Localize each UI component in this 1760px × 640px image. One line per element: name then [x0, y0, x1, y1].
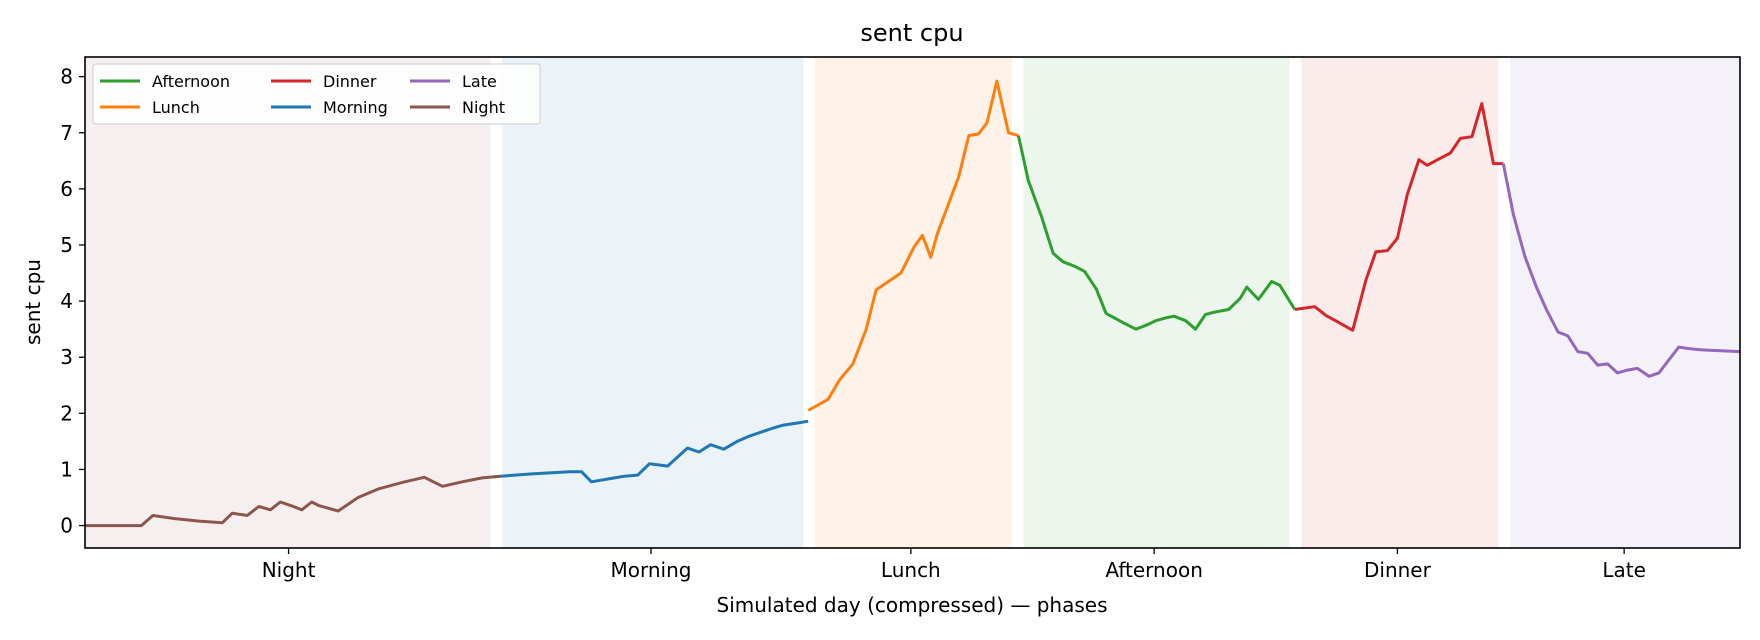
y-tick-label: 6 — [60, 177, 73, 201]
x-tick-label-afternoon: Afternoon — [1105, 558, 1203, 582]
plot-frame — [84, 56, 1741, 549]
y-axis: 0 1 2 3 4 5 6 7 8 — [60, 65, 85, 538]
legend-label-morning: Morning — [323, 98, 388, 117]
series-line-dinner — [1294, 102, 1504, 332]
phase-band-night — [85, 57, 491, 548]
x-tick-label-late: Late — [1602, 558, 1646, 582]
y-tick-label: 2 — [60, 401, 73, 425]
x-tick-label-morning: Morning — [611, 558, 692, 582]
x-axis-title: Simulated day (compressed) — phases — [717, 593, 1108, 617]
y-tick-label: 3 — [60, 345, 73, 369]
series-line-lunch — [807, 79, 1019, 412]
x-tick-label-night: Night — [262, 558, 316, 582]
series-line-morning — [500, 419, 809, 484]
legend-label-lunch: Lunch — [152, 98, 200, 117]
legend-label-dinner: Dinner — [323, 72, 377, 91]
phase-band-morning — [502, 57, 804, 548]
y-tick-label: 0 — [60, 514, 73, 538]
y-tick-label: 8 — [60, 65, 73, 89]
x-axis: Night Morning Lunch Afternoon Dinner Late — [262, 548, 1646, 582]
chart-title: sent cpu — [860, 19, 963, 47]
legend-box — [92, 63, 541, 125]
y-tick-label: 1 — [60, 457, 73, 481]
y-axis-title: sent cpu — [21, 259, 45, 345]
y-tick-label: 5 — [60, 233, 73, 257]
phase-bands — [85, 57, 1740, 548]
phase-band-afternoon — [1023, 57, 1290, 548]
series-line-night — [85, 474, 501, 528]
x-tick-label-dinner: Dinner — [1364, 558, 1432, 582]
legend: Afternoon Dinner Late Lunch Morning Night — [92, 63, 541, 125]
y-tick-label: 7 — [60, 121, 73, 145]
phase-band-lunch — [814, 57, 1012, 548]
legend-label-afternoon: Afternoon — [152, 72, 230, 91]
y-tick-label: 4 — [60, 289, 73, 313]
series-line-afternoon — [1016, 135, 1297, 331]
series-lines — [85, 79, 1741, 528]
legend-label-night: Night — [462, 98, 505, 117]
legend-label-late: Late — [462, 72, 497, 91]
phase-band-late — [1509, 57, 1740, 548]
series-line-late — [1501, 163, 1741, 378]
phase-band-dinner — [1301, 57, 1499, 548]
x-tick-label-lunch: Lunch — [881, 558, 941, 582]
